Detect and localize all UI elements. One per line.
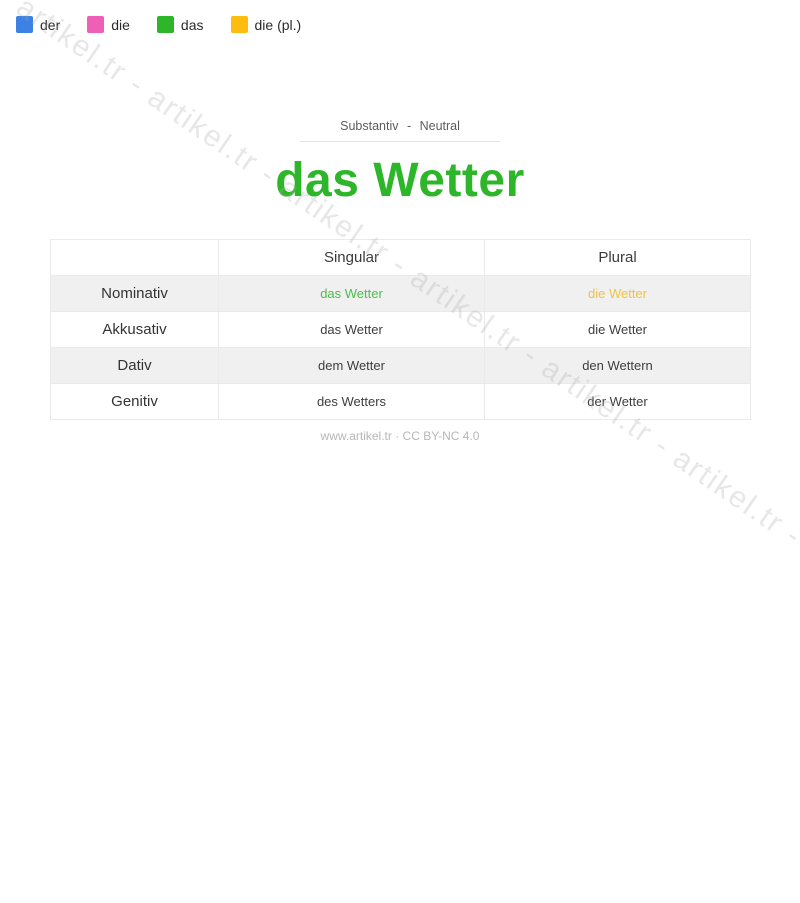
legend-item-die: die <box>87 16 130 33</box>
col-header-case <box>50 239 219 276</box>
footer-attribution: www.artikel.tr · CC BY-NC 4.0 <box>320 429 480 443</box>
col-header-plural: Plural <box>484 239 751 276</box>
table-row-nominativ: Nominativ das Wetter die Wetter <box>50 275 751 312</box>
noun-type-subtitle: Substantiv - Neutral <box>340 119 460 133</box>
case-label: Nominativ <box>50 275 219 312</box>
case-label: Genitiv <box>50 383 219 420</box>
legend-label-der: der <box>40 16 61 33</box>
subtitle-divider <box>300 141 500 142</box>
legend-item-der: der <box>16 16 60 33</box>
plural-form: der Wetter <box>484 383 751 420</box>
legend-label-die: die <box>111 16 130 33</box>
case-label: Dativ <box>50 347 219 384</box>
page-title: das Wetter <box>275 154 525 207</box>
plural-form: die Wetter <box>484 311 751 348</box>
legend-item-die-plural: die (pl.) <box>230 16 302 33</box>
col-header-singular: Singular <box>218 239 485 276</box>
plural-form: die Wetter <box>484 275 751 312</box>
declension-table: Singular Plural Nominativ das Wetter die… <box>50 239 751 420</box>
die-color-swatch <box>87 16 105 33</box>
case-label: Akkusativ <box>50 311 219 348</box>
singular-form: des Wetters <box>218 383 485 420</box>
table-row-akkusativ: Akkusativ das Wetter die Wetter <box>50 311 751 348</box>
legend-item-das: das <box>156 16 204 33</box>
die-plural-color-swatch <box>230 16 248 33</box>
legend-label-die-plural: die (pl.) <box>254 16 302 33</box>
singular-form: dem Wetter <box>218 347 485 384</box>
plural-form: den Wettern <box>484 347 751 384</box>
der-color-swatch <box>16 16 33 33</box>
singular-form: das Wetter <box>218 275 485 312</box>
table-row-dativ: Dativ dem Wetter den Wettern <box>50 347 751 384</box>
das-color-swatch <box>156 16 174 33</box>
table-header-row: Singular Plural <box>50 239 751 276</box>
article-color-legend: der die das die (pl.) <box>16 16 301 33</box>
singular-form: das Wetter <box>218 311 485 348</box>
legend-label-das: das <box>180 16 204 33</box>
table-row-genitiv: Genitiv des Wetters der Wetter <box>50 383 751 420</box>
